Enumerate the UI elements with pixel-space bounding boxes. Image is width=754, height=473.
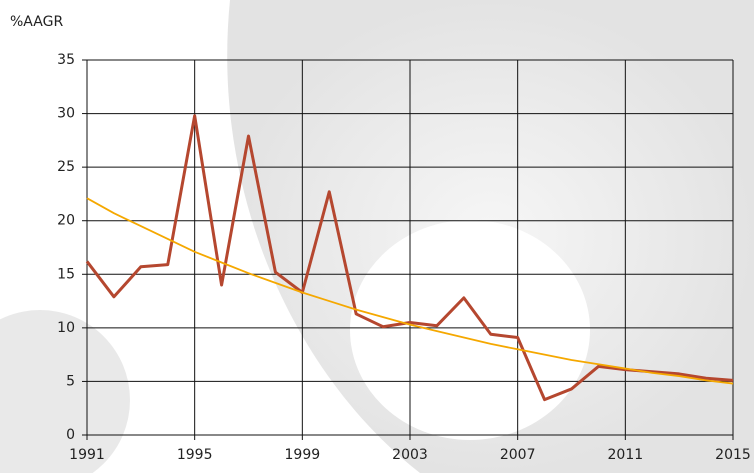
x-tick-label: 2007 — [500, 447, 536, 463]
y-tick-label: 25 — [57, 159, 75, 175]
background-circle — [350, 220, 590, 440]
y-tick-label: 0 — [66, 427, 75, 443]
y-axis-label: %AAGR — [10, 14, 63, 30]
x-tick-label: 1999 — [285, 447, 321, 463]
y-tick-label: 20 — [57, 213, 75, 229]
y-tick-label: 10 — [57, 320, 75, 336]
series-line — [85, 114, 734, 402]
y-tick-label: 15 — [57, 266, 75, 282]
x-tick-label: 1991 — [69, 447, 105, 463]
x-tick-label: 1995 — [177, 447, 213, 463]
series-line — [86, 197, 734, 385]
y-tick-label: 30 — [57, 106, 75, 122]
x-tick-label: 2003 — [392, 447, 428, 463]
y-tick-label: 35 — [57, 52, 75, 68]
x-tick-label: 2015 — [715, 447, 751, 463]
y-tick-label: 5 — [66, 373, 75, 389]
background-circle — [0, 310, 130, 473]
x-tick-label: 2011 — [608, 447, 644, 463]
